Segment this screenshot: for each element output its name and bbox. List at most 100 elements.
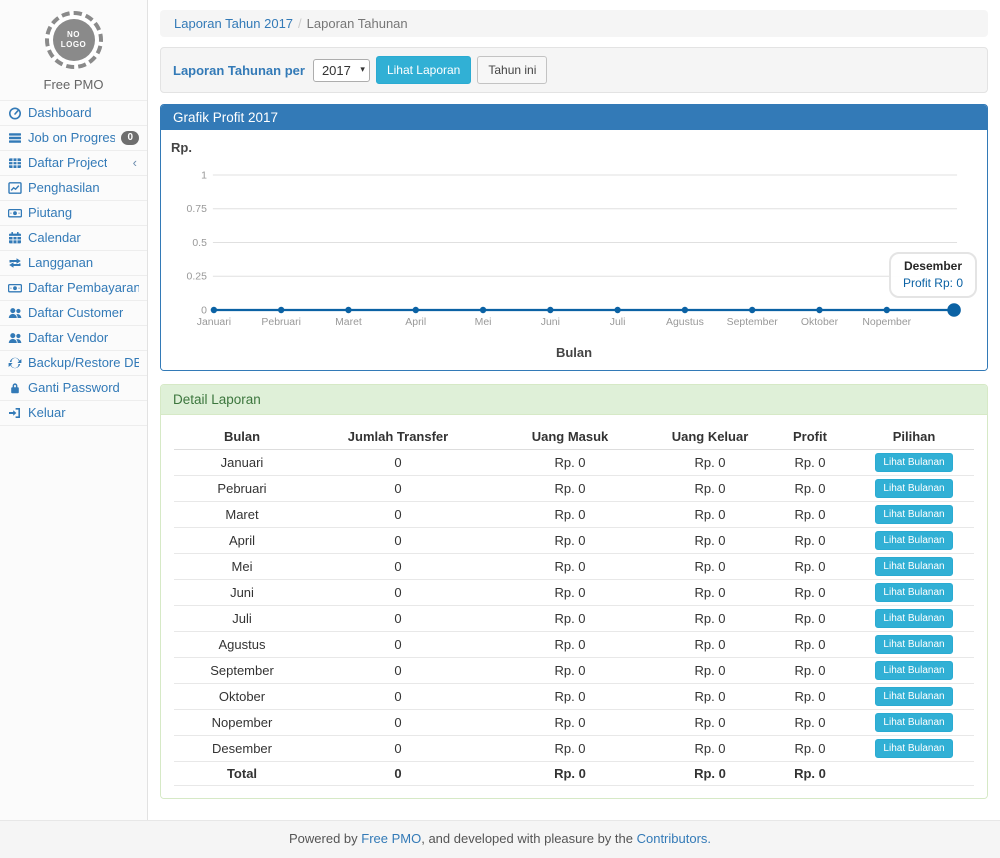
table-row: Agustus0Rp. 0Rp. 0Rp. 0Lihat Bulanan xyxy=(174,632,974,658)
sidebar-item-daftar-pembayaran[interactable]: Daftar Pembayaran xyxy=(0,276,147,301)
brand-logo[interactable]: NO LOGO Free PMO xyxy=(0,0,147,100)
cell-bulan: Agustus xyxy=(174,632,310,658)
lihat-bulanan-button[interactable]: Lihat Bulanan xyxy=(875,713,952,732)
cell-uang-keluar: Rp. 0 xyxy=(654,632,766,658)
chart-point[interactable] xyxy=(884,307,890,313)
column-header-profit: Profit xyxy=(766,423,854,450)
breadcrumb-separator: / xyxy=(293,16,307,31)
lihat-bulanan-button[interactable]: Lihat Bulanan xyxy=(875,453,952,472)
cell-uang-masuk: Rp. 0 xyxy=(486,580,654,606)
dashboard-icon xyxy=(8,106,22,120)
chart-point[interactable] xyxy=(413,307,419,313)
cell-pilihan: Lihat Bulanan xyxy=(854,502,974,528)
retweet-icon xyxy=(8,256,22,270)
cell-profit: Rp. 0 xyxy=(766,450,854,476)
lihat-bulanan-button[interactable]: Lihat Bulanan xyxy=(875,479,952,498)
footer-link-contributors[interactable]: Contributors. xyxy=(637,831,711,846)
lihat-bulanan-button[interactable]: Lihat Bulanan xyxy=(875,505,952,524)
cell-uang-keluar: Rp. 0 xyxy=(654,606,766,632)
sidebar-item-keluar[interactable]: Keluar xyxy=(0,401,147,426)
sidebar-item-daftar-customer[interactable]: Daftar Customer xyxy=(0,301,147,326)
cell-uang-keluar: Rp. 0 xyxy=(654,476,766,502)
cell-jumlah-transfer: 0 xyxy=(310,450,486,476)
cell-jumlah-transfer: 0 xyxy=(310,736,486,762)
cell-bulan: Juli xyxy=(174,606,310,632)
sidebar-item-daftar-project[interactable]: Daftar Project‹ xyxy=(0,151,147,176)
tahun-ini-button[interactable]: Tahun ini xyxy=(477,56,547,84)
cell-jumlah-transfer: 0 xyxy=(310,580,486,606)
cell-bulan: Oktober xyxy=(174,684,310,710)
svg-text:Mei: Mei xyxy=(475,317,492,328)
cell-profit: Rp. 0 xyxy=(766,528,854,554)
cell-jumlah-transfer: 0 xyxy=(310,658,486,684)
sidebar-item-label: Job on Progress xyxy=(28,130,115,146)
cell-uang-masuk: Rp. 0 xyxy=(486,528,654,554)
cell-uang-masuk: Rp. 0 xyxy=(486,736,654,762)
cell-profit: Rp. 0 xyxy=(766,554,854,580)
detail-laporan-body: BulanJumlah TransferUang MasukUang Kelua… xyxy=(161,415,987,798)
page: NO LOGO Free PMO Dashboard Job on Progres… xyxy=(0,0,1000,820)
sidebar-item-label: Calendar xyxy=(28,230,81,246)
cell-uang-keluar: Rp. 0 xyxy=(654,502,766,528)
users-icon xyxy=(8,306,22,320)
footer-link-free-pmo[interactable]: Free PMO xyxy=(361,831,421,846)
profit-line-chart[interactable]: 10.750.50.250JanuariPebruariMaretAprilMe… xyxy=(169,157,979,342)
chart-point[interactable] xyxy=(682,307,688,313)
table-row: Mei0Rp. 0Rp. 0Rp. 0Lihat Bulanan xyxy=(174,554,974,580)
detail-laporan-panel: Detail Laporan BulanJumlah TransferUang … xyxy=(160,384,988,799)
report-table: BulanJumlah TransferUang MasukUang Kelua… xyxy=(174,423,974,786)
sidebar-item-dashboard[interactable]: Dashboard xyxy=(0,101,147,126)
cell-bulan: Juni xyxy=(174,580,310,606)
lihat-laporan-button[interactable]: Lihat Laporan xyxy=(376,56,471,84)
chart-point[interactable] xyxy=(749,307,755,313)
users-icon xyxy=(8,331,22,345)
lihat-bulanan-button[interactable]: Lihat Bulanan xyxy=(875,739,952,758)
refresh-icon xyxy=(8,356,22,370)
cell-pilihan: Lihat Bulanan xyxy=(854,450,974,476)
cell-pilihan: Lihat Bulanan xyxy=(854,658,974,684)
sidebar-item-ganti-password[interactable]: Ganti Password xyxy=(0,376,147,401)
sidebar-item-penghasilan[interactable]: Penghasilan xyxy=(0,176,147,201)
breadcrumb-link-laporan-tahun[interactable]: Laporan Tahun 2017 xyxy=(174,16,293,31)
chart-point[interactable] xyxy=(547,307,553,313)
sidebar-item-langganan[interactable]: Langganan xyxy=(0,251,147,276)
lihat-bulanan-button[interactable]: Lihat Bulanan xyxy=(875,635,952,654)
sidebar-item-label: Dashboard xyxy=(28,105,92,121)
lihat-bulanan-button[interactable]: Lihat Bulanan xyxy=(875,661,952,680)
chart-point[interactable] xyxy=(211,307,217,313)
chart-point[interactable] xyxy=(345,307,351,313)
sidebar-item-daftar-vendor[interactable]: Daftar Vendor xyxy=(0,326,147,351)
svg-text:0: 0 xyxy=(201,305,207,316)
year-select[interactable]: 2017 xyxy=(313,59,370,82)
cell-uang-keluar: Rp. 0 xyxy=(654,554,766,580)
detail-laporan-title: Detail Laporan xyxy=(161,385,987,415)
sidebar-item-job-on-progress[interactable]: Job on Progress0 xyxy=(0,126,147,151)
chart-point[interactable] xyxy=(278,307,284,313)
lihat-bulanan-button[interactable]: Lihat Bulanan xyxy=(875,557,952,576)
lihat-bulanan-button[interactable]: Lihat Bulanan xyxy=(875,687,952,706)
money-icon xyxy=(8,281,22,295)
cell-pilihan: Lihat Bulanan xyxy=(854,632,974,658)
lihat-bulanan-button[interactable]: Lihat Bulanan xyxy=(875,531,952,550)
svg-text:Pebruari: Pebruari xyxy=(261,317,301,328)
chart-point[interactable] xyxy=(480,307,486,313)
svg-text:Nopember: Nopember xyxy=(862,317,911,328)
svg-text:September: September xyxy=(727,317,779,328)
cell-profit: Rp. 0 xyxy=(766,606,854,632)
chart-point-highlighted[interactable] xyxy=(947,303,961,317)
column-header-uang-masuk: Uang Masuk xyxy=(486,423,654,450)
sidebar-item-calendar[interactable]: Calendar xyxy=(0,226,147,251)
chart-point[interactable] xyxy=(816,307,822,313)
sidebar-menu: Dashboard Job on Progress0Daftar Project‹… xyxy=(0,100,147,426)
cell-uang-masuk: Rp. 0 xyxy=(486,450,654,476)
lihat-bulanan-button[interactable]: Lihat Bulanan xyxy=(875,609,952,628)
sidebar-item-backup-restore-db[interactable]: Backup/Restore DB xyxy=(0,351,147,376)
page-footer: Powered by Free PMO, and developed with … xyxy=(0,820,1000,858)
cell-pilihan: Lihat Bulanan xyxy=(854,580,974,606)
cell-pilihan: Lihat Bulanan xyxy=(854,606,974,632)
sidebar-item-piutang[interactable]: Piutang xyxy=(0,201,147,226)
sidebar-item-label: Langganan xyxy=(28,255,93,271)
main-content: Laporan Tahun 2017/Laporan Tahunan Lapor… xyxy=(148,0,1000,820)
chart-point[interactable] xyxy=(614,307,620,313)
lihat-bulanan-button[interactable]: Lihat Bulanan xyxy=(875,583,952,602)
